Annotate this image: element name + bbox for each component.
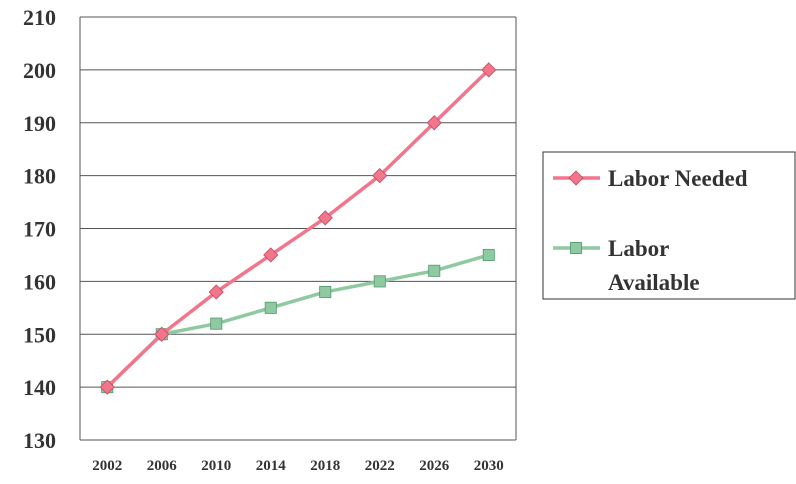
- diamond-marker: [372, 168, 388, 184]
- square-marker: [428, 264, 441, 277]
- series-labor-needed: [99, 62, 497, 395]
- legend-label: Labor Needed: [608, 166, 748, 191]
- x-tick-label: 2014: [256, 458, 287, 474]
- diamond-marker: [263, 247, 279, 263]
- legend-item: Labor Needed: [553, 166, 748, 191]
- diamond-marker: [99, 379, 115, 395]
- series-labor-available: [101, 248, 495, 394]
- plot-area: [79, 17, 517, 440]
- gridlines: [80, 16, 516, 441]
- x-tick-label: 2030: [474, 458, 504, 474]
- y-tick-label: 200: [23, 58, 56, 83]
- square-marker: [482, 248, 495, 261]
- y-tick-label: 130: [23, 428, 56, 453]
- diamond-marker: [426, 115, 442, 131]
- series-line: [106, 68, 490, 389]
- y-axis-tick-labels: 130 140 150 160 170 180 190 200 210: [23, 5, 56, 453]
- legend-item: Labor Available: [553, 236, 700, 295]
- square-marker: [373, 275, 386, 288]
- square-marker: [570, 241, 583, 254]
- x-tick-label: 2026: [419, 458, 450, 474]
- diamond-marker: [208, 284, 224, 300]
- square-marker: [210, 317, 223, 330]
- y-tick-label: 140: [23, 375, 56, 400]
- series-layer: [99, 62, 497, 395]
- x-tick-label: 2006: [147, 458, 178, 474]
- diamond-marker: [481, 62, 497, 78]
- y-tick-label: 150: [23, 322, 56, 347]
- y-tick-label: 190: [23, 111, 56, 136]
- series-line: [106, 253, 490, 389]
- y-tick-label: 160: [23, 269, 56, 294]
- x-axis-tick-labels: 2002 2006 2010 2014 2018 2022 2026 2030: [92, 458, 504, 474]
- legend: Labor Needed Labor Available: [542, 151, 796, 300]
- x-tick-label: 2002: [92, 458, 122, 474]
- diamond-marker: [317, 210, 333, 226]
- legend-label: Labor: [608, 236, 669, 261]
- legend-label: Available: [608, 270, 700, 295]
- x-tick-label: 2018: [310, 458, 340, 474]
- y-tick-label: 180: [23, 164, 56, 189]
- x-tick-label: 2010: [201, 458, 231, 474]
- square-marker: [264, 301, 277, 314]
- diamond-marker: [568, 170, 584, 186]
- diamond-marker: [154, 326, 170, 342]
- y-tick-label: 170: [23, 217, 56, 242]
- y-tick-label: 210: [23, 5, 56, 30]
- x-tick-label: 2022: [365, 458, 395, 474]
- square-marker: [319, 285, 332, 298]
